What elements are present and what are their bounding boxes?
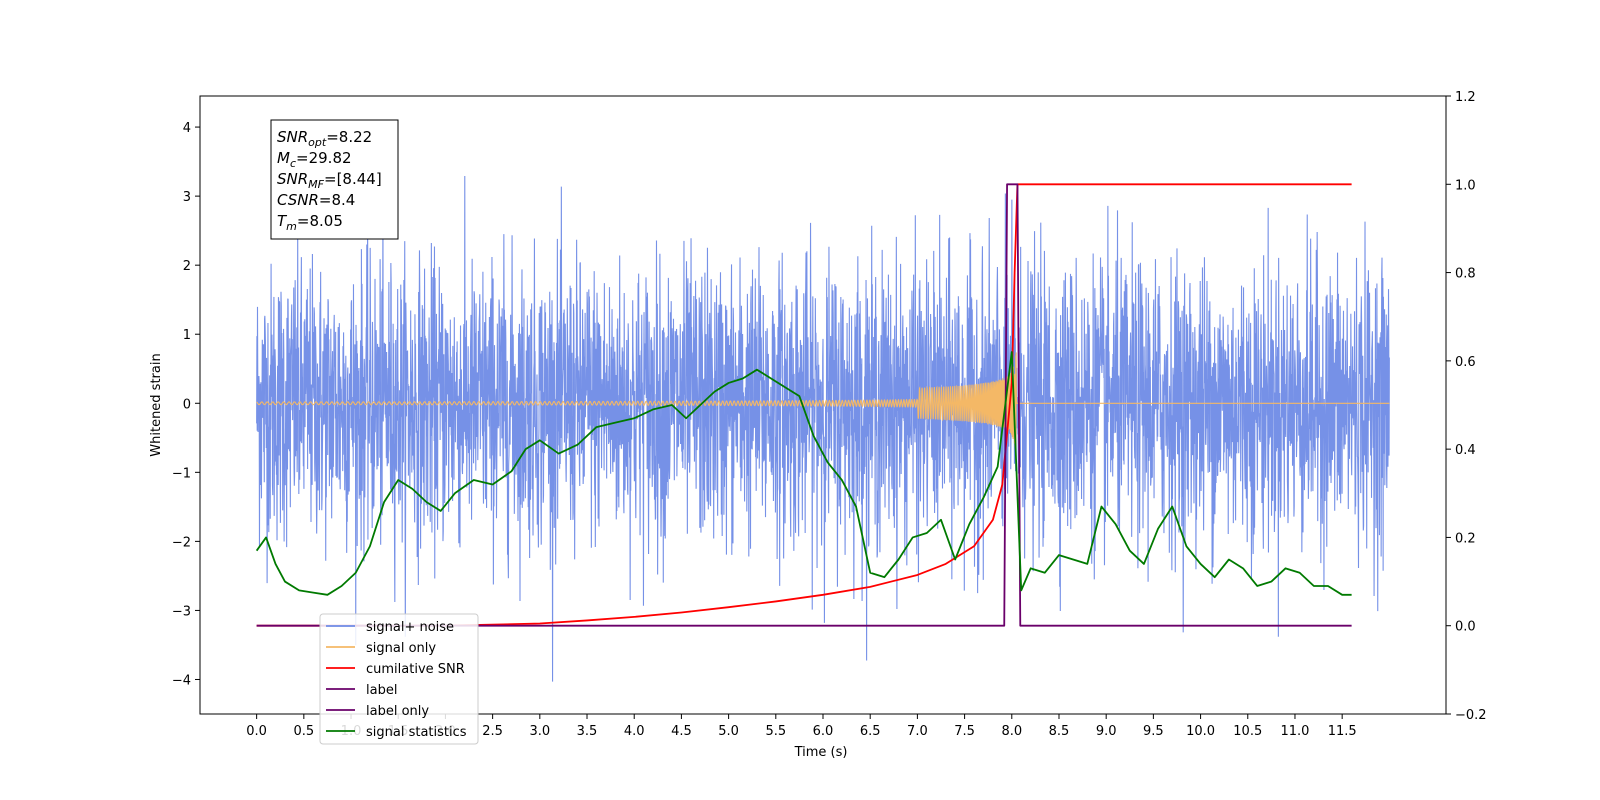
x-tick-label: 0.5 [293,724,314,739]
y-left-tick-label: −2 [172,535,191,550]
y-left-tick-label: 1 [183,328,191,343]
y-left-tick-label: −4 [172,673,191,688]
y-right-tick-label: 0.4 [1455,443,1476,458]
x-tick-label: 11.0 [1280,724,1309,739]
x-tick-label: 11.5 [1328,724,1357,739]
y-right-tick-label: 0.8 [1455,267,1476,282]
legend-label: label [366,683,397,698]
legend-frame [319,613,479,745]
x-tick-label: 8.0 [1001,724,1022,739]
y-left-tick-label: −3 [172,604,191,619]
y-left-tick-label: −1 [172,466,191,481]
series-lines [255,183,1352,627]
x-tick-label: 8.5 [1049,724,1070,739]
x-tick-label: 6.0 [813,724,834,739]
y-right-tick-label: 0.2 [1455,531,1476,546]
x-tick-label: 7.5 [954,724,975,739]
legend-label: cumilative SNR [366,662,465,677]
x-tick-label: 2.5 [482,724,503,739]
info-line: CSNR=8.4 [277,191,355,209]
x-tick-label: 9.0 [1096,724,1117,739]
x-tick-label: 5.5 [765,724,786,739]
x-tick-label: 4.0 [624,724,645,739]
info-line: Mc=29.82 [277,149,352,170]
y-right-tick-label: −0.2 [1455,708,1487,723]
legend-label: signal statistics [366,725,467,740]
x-tick-label: 10.0 [1186,724,1215,739]
x-tick-label: 4.5 [671,724,692,739]
series-signal-only [256,352,1390,457]
y-right-tick-label: 1.2 [1455,90,1476,105]
x-tick-label: 5.0 [718,724,739,739]
y-right-tick-label: 1.0 [1455,178,1476,193]
y-left-tick-label: 0 [183,397,191,412]
y-axis-left: 4 3 2 1 0 −1 −2 −3 −4 [172,121,200,688]
x-tick-label: 0.0 [246,724,267,739]
x-tick-label: 9.5 [1143,724,1164,739]
series-line-signal-only [256,352,1390,457]
legend-label: signal+ noise [366,620,454,635]
x-tick-label: 6.5 [860,724,881,739]
series-line-signal-statistics [255,351,1352,596]
info-line: SNRMF=[8.44] [277,170,382,191]
y-right-tick-label: 0.6 [1455,355,1476,370]
y-axis-right: 1.2 1.0 0.8 0.6 0.4 0.2 0.0 −0.2 [1446,90,1487,723]
info-box-frame [270,119,399,240]
x-tick-label: 3.0 [529,724,550,739]
series-line-signal-noise [256,175,1390,682]
x-tick-label: 3.5 [577,724,598,739]
series-line-cumilative-snr [256,183,1352,627]
legend-label: label only [366,704,429,719]
plot-area [255,175,1390,682]
y-left-tick-label: 2 [183,259,191,274]
x-axis-title: Time (s) [794,745,848,760]
y-right-tick-label: 0.0 [1455,620,1476,635]
series-signal-noise [256,175,1390,682]
legend: signal+ noise signal only cumilative SNR la… [319,613,479,745]
x-tick-label: 7.0 [907,724,928,739]
x-tick-label: 10.5 [1233,724,1262,739]
series-line-label [256,183,1352,627]
info-line: Tm=8.05 [277,212,343,233]
y-left-tick-label: 3 [183,190,191,205]
y-axis-title-left: Whitened strain [149,353,164,456]
info-line: SNRopt=8.22 [277,128,372,149]
y-left-tick-label: 4 [183,121,191,136]
legend-label: signal only [366,641,436,656]
